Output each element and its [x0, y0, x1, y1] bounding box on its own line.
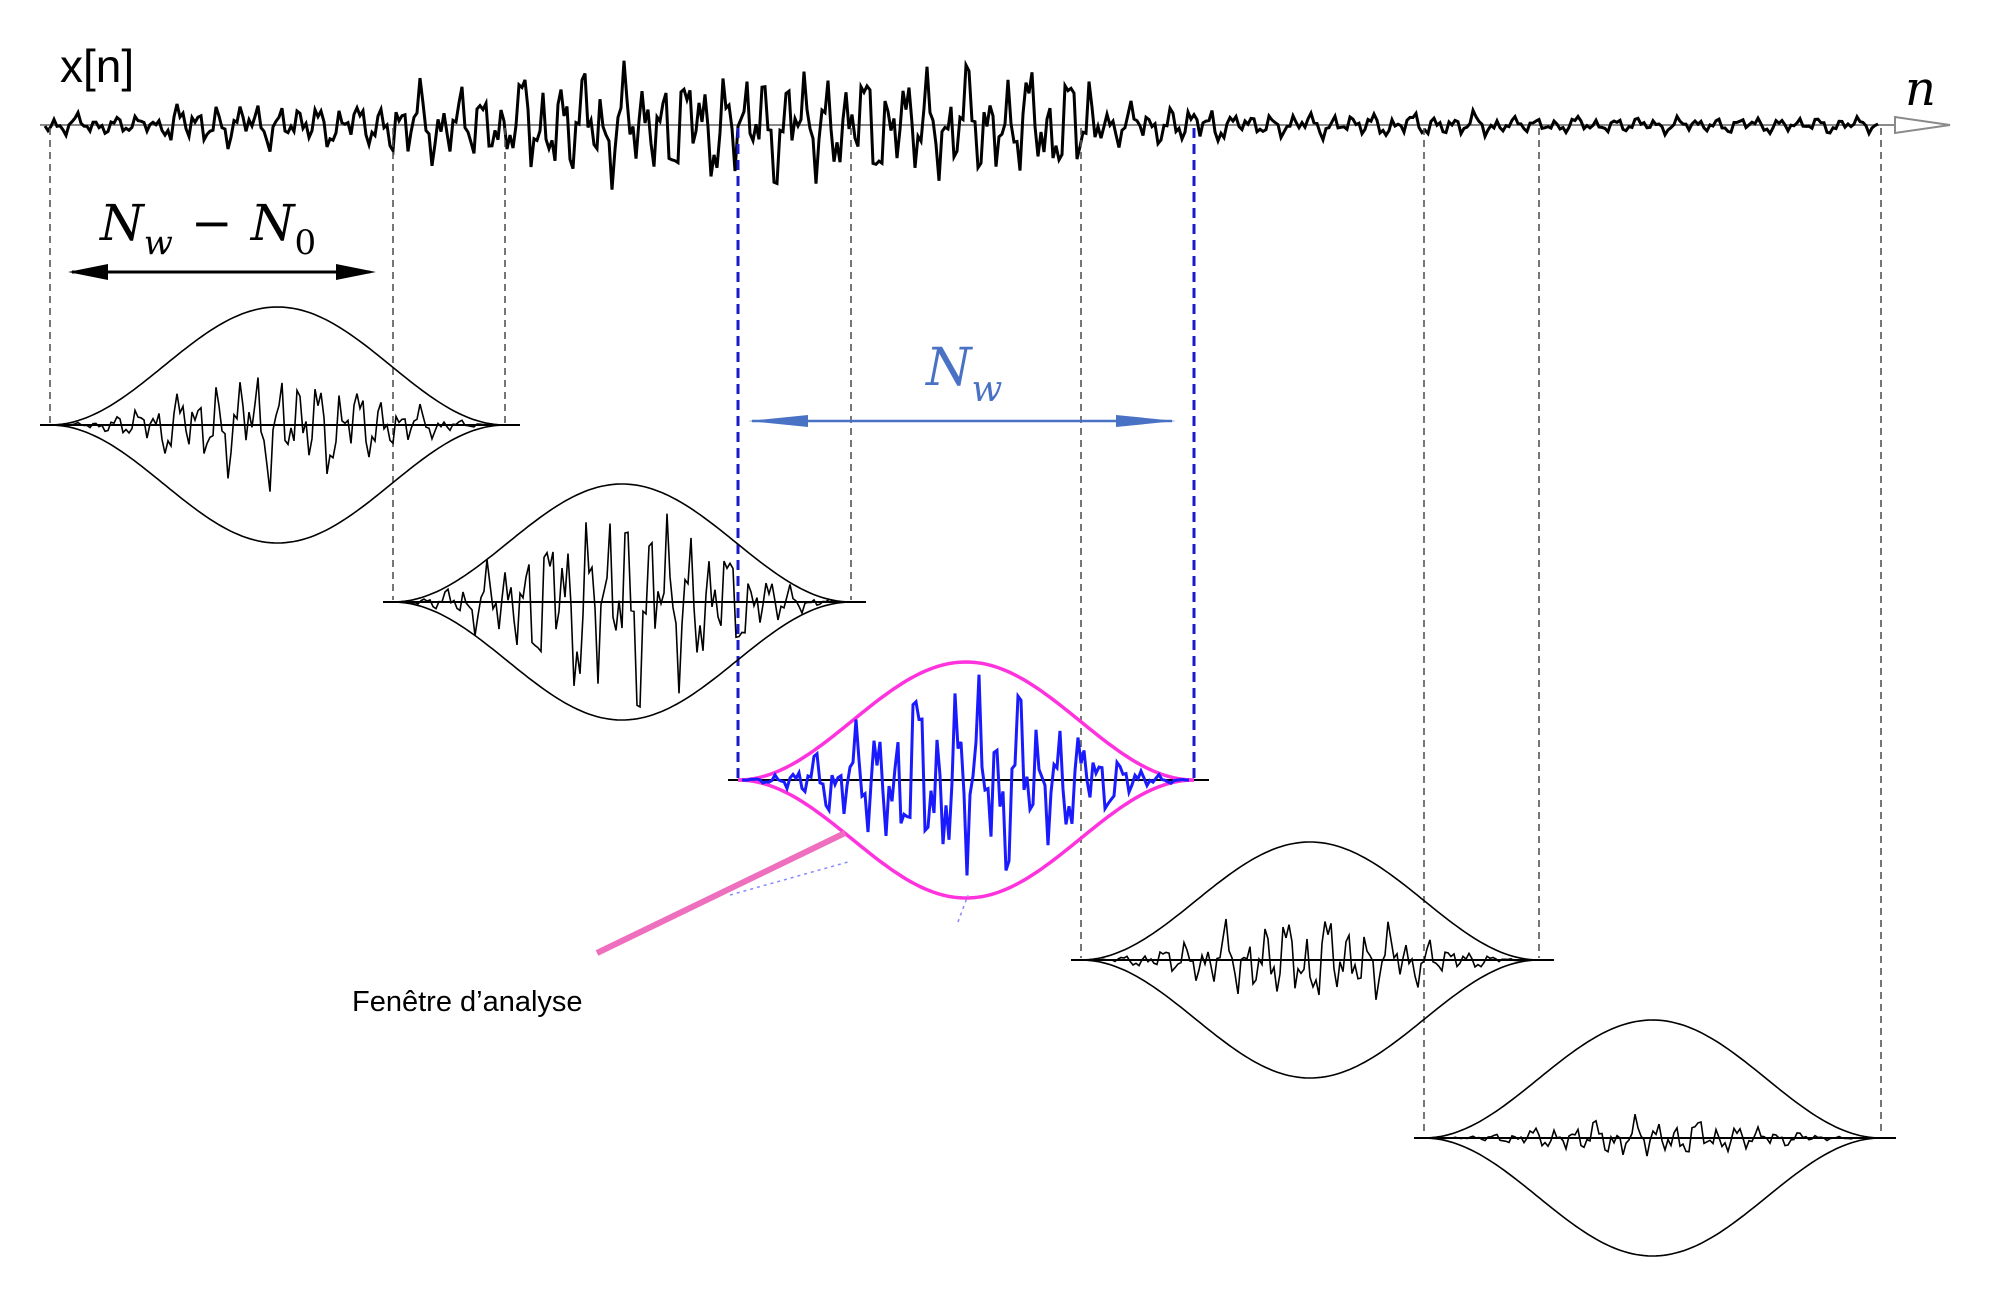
window-envelope-lower — [1080, 959, 1538, 1079]
frame-4 — [1071, 841, 1554, 1079]
hop-size-label: Nw − N0 — [99, 194, 316, 263]
window-envelope-lower — [737, 778, 1195, 900]
signal-waveform — [43, 59, 1879, 190]
analysis-window-frame — [728, 660, 1209, 900]
windowed-signal — [396, 513, 848, 709]
window-length-label: Nw — [924, 338, 1003, 410]
frame-1 — [40, 306, 520, 544]
signal-label: x[n] — [60, 40, 134, 92]
window-envelope-lower — [1423, 1137, 1881, 1257]
time-axis-arrowhead — [1894, 115, 1951, 135]
window-envelope-upper — [392, 483, 850, 603]
window-envelope-upper — [737, 660, 1195, 782]
windowed-signal — [741, 674, 1189, 876]
envelope-dotted-guide — [957, 894, 969, 923]
annotation-pointer — [595, 830, 847, 956]
window-envelope-lower — [49, 424, 503, 544]
window-envelope-upper — [1423, 1019, 1881, 1139]
windowed-signal — [1428, 1114, 1875, 1157]
time-axis-label: n — [1905, 61, 1936, 117]
window-envelope-upper — [49, 306, 503, 426]
window-envelope-upper — [1080, 841, 1538, 961]
hop-size-arrow — [68, 264, 376, 280]
window-length-arrow — [748, 415, 1176, 427]
frame-2 — [383, 483, 866, 721]
frame-5 — [1414, 1019, 1896, 1257]
windowed-frames — [40, 306, 1896, 1257]
windowed-signal — [1085, 918, 1535, 1000]
analysis-window-label: Fenêtre d’analyse — [352, 986, 583, 1018]
windowed-signal — [54, 377, 501, 492]
frame-boundary-guides — [49, 128, 1882, 1136]
window-envelope-lower — [392, 601, 850, 721]
